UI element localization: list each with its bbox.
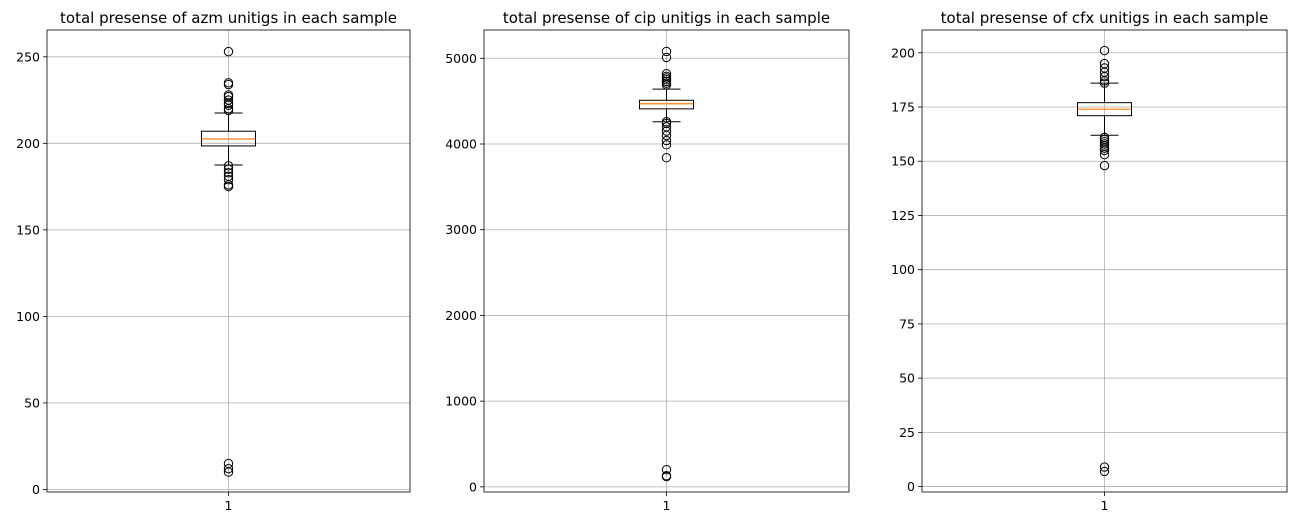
- flier-azm-11: [223, 164, 234, 174]
- y-tick-label-cfx-5: 125: [891, 208, 915, 223]
- y-tick-label-azm-3: 150: [16, 222, 40, 237]
- y-tick-label-cip-1: 1000: [445, 394, 477, 409]
- x-tick-label-cip: 1: [663, 498, 671, 513]
- flier-azm-9: [223, 105, 234, 116]
- flier-cip-17: [661, 465, 672, 475]
- flier-cfx-5: [1099, 76, 1110, 86]
- flier-azm-10: [223, 161, 234, 171]
- boxplot-panel-cfx: total presense of cfx unitigs in each sa…: [891, 9, 1288, 513]
- y-tick-label-azm-5: 250: [16, 49, 40, 64]
- flier-cip-19: [661, 471, 672, 482]
- flier-cfx-12: [1099, 143, 1110, 153]
- flier-cip-14: [661, 135, 672, 146]
- y-tick-label-cfx-6: 150: [891, 154, 915, 169]
- y-tick-label-cfx-3: 75: [899, 316, 915, 331]
- y-tick-label-cfx-0: 0: [907, 479, 915, 494]
- y-tick-label-azm-2: 100: [16, 309, 40, 324]
- y-tick-label-cfx-7: 175: [891, 100, 915, 115]
- y-tick-label-cfx-8: 200: [891, 45, 915, 60]
- flier-azm-0: [223, 46, 234, 57]
- flier-azm-18: [223, 463, 234, 474]
- boxplot-panel-cip: total presense of cip unitigs in each sa…: [445, 9, 850, 513]
- y-tick-label-cfx-4: 100: [891, 262, 915, 277]
- chart-title-cip: total presense of cip unitigs in each sa…: [503, 9, 830, 27]
- flier-cip-13: [661, 130, 672, 141]
- flier-azm-19: [223, 467, 234, 477]
- flier-azm-7: [223, 100, 234, 110]
- flier-cip-16: [661, 153, 672, 163]
- flier-cip-10: [661, 118, 672, 129]
- flier-cip-1: [661, 52, 672, 63]
- flier-azm-2: [223, 79, 234, 90]
- y-tick-label-cip-2: 2000: [445, 308, 477, 323]
- chart-title-azm: total presense of azm unitigs in each sa…: [60, 9, 397, 27]
- flier-cfx-4: [1099, 71, 1110, 82]
- flier-cfx-14: [1099, 150, 1110, 160]
- flier-cfx-17: [1099, 466, 1110, 477]
- flier-azm-14: [223, 174, 234, 185]
- flier-cfx-15: [1099, 160, 1110, 171]
- y-tick-label-cfx-2: 50: [899, 371, 915, 386]
- y-tick-label-azm-4: 200: [16, 136, 40, 151]
- y-tick-label-cip-5: 5000: [445, 51, 477, 66]
- x-tick-label-cfx: 1: [1101, 498, 1109, 513]
- flier-cfx-16: [1099, 462, 1110, 472]
- flier-cip-8: [661, 80, 672, 90]
- y-tick-label-cip-3: 3000: [445, 222, 477, 237]
- flier-azm-12: [223, 168, 234, 178]
- boxplot-panel-azm: total presense of azm unitigs in each sa…: [16, 9, 411, 513]
- y-tick-label-cip-0: 0: [469, 479, 477, 494]
- flier-cip-15: [661, 140, 672, 150]
- x-tick-label-azm: 1: [225, 498, 233, 513]
- chart-title-cfx: total presense of cfx unitigs in each sa…: [941, 9, 1269, 27]
- y-tick-label-cip-4: 4000: [445, 137, 477, 152]
- flier-cip-0: [661, 46, 672, 57]
- flier-cfx-0: [1099, 45, 1110, 56]
- flier-cfx-13: [1099, 145, 1110, 156]
- flier-cfx-6: [1099, 78, 1110, 88]
- flier-cip-12: [661, 126, 672, 136]
- y-tick-label-azm-1: 50: [24, 395, 40, 410]
- y-tick-label-cfx-1: 25: [899, 425, 915, 440]
- flier-azm-16: [223, 181, 234, 192]
- flier-cip-2: [661, 69, 672, 79]
- flier-cfx-10: [1099, 139, 1110, 149]
- y-tick-label-azm-0: 0: [32, 482, 40, 497]
- iqr-box-cip: [639, 99, 694, 110]
